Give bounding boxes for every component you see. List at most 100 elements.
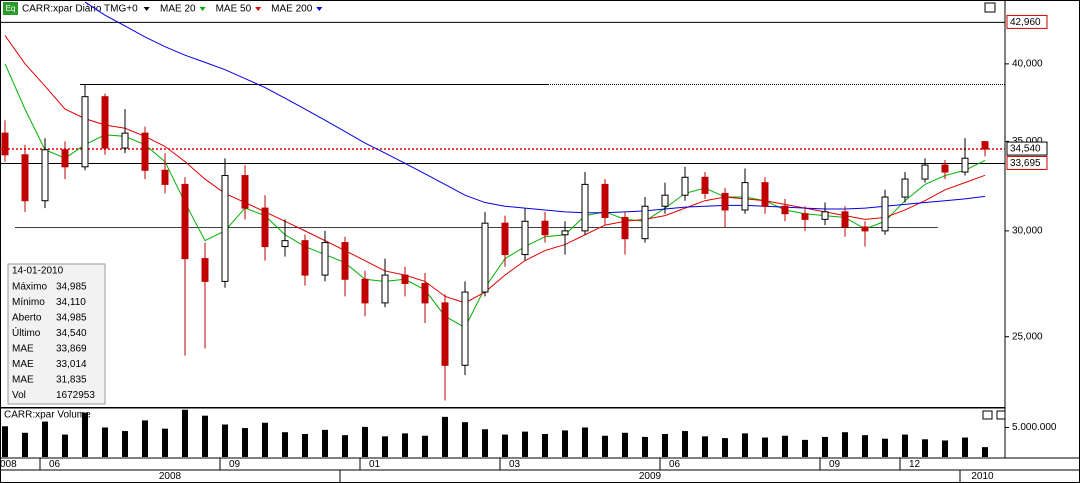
info-label: MAE xyxy=(12,344,34,355)
candle-body xyxy=(461,291,469,366)
candle-body xyxy=(261,207,269,248)
candle-body xyxy=(681,176,689,196)
dropdown-arrow xyxy=(143,7,150,11)
volume-bar xyxy=(882,438,888,457)
volume-bar xyxy=(522,431,528,457)
candle-body xyxy=(381,274,389,304)
volume-bar xyxy=(682,431,688,457)
info-label: Mínimo xyxy=(12,297,45,308)
volume-bar xyxy=(102,427,108,457)
candle-body xyxy=(61,149,69,168)
candle-body xyxy=(201,258,209,282)
volume-bar xyxy=(2,426,8,457)
app-icon-label: Eq xyxy=(6,4,16,13)
info-value: 34,110 xyxy=(56,297,86,308)
volume-bar xyxy=(542,433,548,457)
moving-average xyxy=(84,1,986,214)
x-tick-label: 2009 xyxy=(639,471,662,482)
app-icon xyxy=(3,2,18,15)
y-tick-label: 35,000 xyxy=(1012,136,1043,147)
info-panel xyxy=(7,263,106,405)
candle-body xyxy=(561,230,569,236)
candle-body xyxy=(981,141,989,150)
candle-body xyxy=(41,149,49,202)
info-label: Vol xyxy=(12,390,26,401)
candle-body xyxy=(241,175,249,209)
candle-body xyxy=(841,211,849,228)
level-label-box xyxy=(1006,141,1048,156)
indicator-label[interactable]: MAE 20 xyxy=(160,4,196,15)
volume-bar xyxy=(122,431,128,457)
volume-bar xyxy=(142,420,148,457)
level-label: 33,695 xyxy=(1010,158,1041,169)
x-tick-label: 09 xyxy=(229,459,241,470)
volume-bar xyxy=(22,432,28,457)
volume-bar xyxy=(222,424,228,457)
volume-bar xyxy=(842,432,848,457)
volume-bar xyxy=(182,409,188,457)
volume-bar xyxy=(742,433,748,457)
dropdown-arrow xyxy=(199,7,206,11)
volume-bar xyxy=(942,440,948,457)
volume-bar xyxy=(502,434,508,457)
candle-body xyxy=(741,182,749,211)
volume-bar xyxy=(662,433,668,457)
volume-bar xyxy=(762,437,768,457)
y-tick-label: 25,000 xyxy=(1012,331,1043,342)
volume-bar xyxy=(82,412,88,457)
candle-body xyxy=(301,240,309,276)
info-label: Último xyxy=(12,326,41,339)
candle-body xyxy=(281,240,289,248)
dropdown-arrow xyxy=(255,7,262,11)
info-value: 34,540 xyxy=(56,328,87,339)
volume-bar xyxy=(722,438,728,457)
level-label-box xyxy=(1006,155,1048,170)
candle-body xyxy=(921,164,929,180)
volume-bar xyxy=(562,430,568,457)
volume-bar xyxy=(702,436,708,457)
x-tick-label: 03 xyxy=(509,459,521,470)
candle-body xyxy=(81,96,89,168)
info-label: MAE xyxy=(12,359,34,370)
candle-body xyxy=(501,222,509,256)
volume-bar xyxy=(202,415,208,457)
volume-bar xyxy=(822,436,828,457)
candle-body xyxy=(521,220,529,256)
info-label: Máximo xyxy=(12,282,47,293)
window-button[interactable] xyxy=(982,410,993,420)
volume-bar xyxy=(42,421,48,457)
candle-body xyxy=(141,132,149,171)
indicator-label[interactable]: MAE 50 xyxy=(216,4,252,15)
y-tick-label: 5.000.000 xyxy=(1012,422,1057,433)
info-value: 34,985 xyxy=(56,313,87,324)
volume-bar xyxy=(642,436,648,457)
candle-body xyxy=(421,283,429,304)
candle-body xyxy=(901,178,909,198)
volume-bar xyxy=(602,435,608,457)
info-value: 1672953 xyxy=(56,390,95,401)
volume-bar xyxy=(442,416,448,457)
symbol-label[interactable]: CARR:xpar Diário TMG+0 xyxy=(22,4,138,15)
candle-body xyxy=(1,132,9,156)
candle-body xyxy=(541,220,549,236)
info-label: Aberto xyxy=(12,313,42,324)
volume-title: CARR:xpar Volume xyxy=(4,410,91,421)
candle-body xyxy=(961,157,969,173)
candle-body xyxy=(181,183,189,260)
x-tick-label: 09 xyxy=(829,459,841,470)
indicator-label[interactable]: MAE 200 xyxy=(271,4,313,15)
level-label: 42,960 xyxy=(1010,17,1041,28)
close-button[interactable] xyxy=(996,410,1006,420)
candle-body xyxy=(781,205,789,215)
candle-body xyxy=(101,96,109,149)
volume-bar xyxy=(342,435,348,457)
candle-body xyxy=(661,194,669,207)
candle-body xyxy=(321,242,329,276)
volume-bar xyxy=(422,435,428,457)
candle-body xyxy=(481,222,489,293)
candle-body xyxy=(121,132,129,149)
info-value: 33,014 xyxy=(56,359,87,370)
volume-bar xyxy=(802,439,808,457)
window-button[interactable] xyxy=(984,2,996,13)
